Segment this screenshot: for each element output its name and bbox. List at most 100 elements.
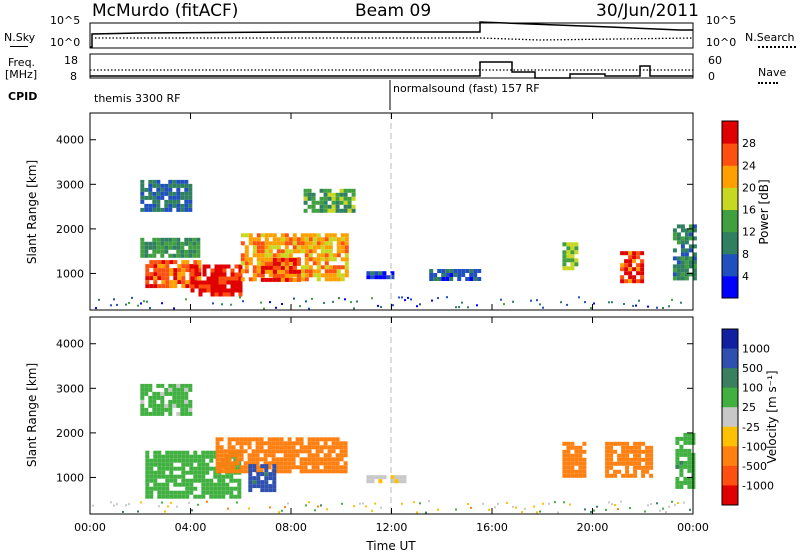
scatter-cell [230, 284, 235, 289]
scatter-cell [218, 264, 223, 269]
scatter-cell [149, 276, 154, 281]
scatter-cell [156, 179, 161, 184]
ground-scatter-dot [611, 503, 613, 506]
scatter-cell [578, 469, 583, 474]
scatter-cell [140, 407, 145, 412]
scatter-cell [153, 470, 158, 475]
scatter-cell [283, 453, 288, 458]
ground-scatter-dot [437, 297, 439, 300]
noise-right-tick-top: 10^5 [706, 14, 737, 27]
scatter-cell [272, 273, 277, 278]
scatter-cell [157, 482, 162, 487]
scatter-cell [276, 277, 281, 282]
scatter-cell [202, 268, 207, 273]
scatter-cell [344, 269, 349, 274]
scatter-cell [260, 265, 265, 270]
scatter-cell [185, 284, 190, 289]
scatter-cell [256, 480, 261, 485]
scatter-cell [157, 470, 162, 475]
scatter-cell [264, 476, 269, 481]
scatter-cell [649, 473, 654, 478]
scatter-cell [279, 445, 284, 450]
scatter-cell [280, 261, 285, 266]
scatter-cell [328, 277, 333, 282]
station-title: McMurdo (fitACF) [92, 1, 239, 21]
scatter-cell [148, 403, 153, 408]
scatter-cell [351, 196, 356, 201]
scatter-cell [311, 457, 316, 462]
scatter-cell [144, 207, 149, 212]
scatter-cell [609, 465, 614, 470]
scatter-cell [327, 208, 332, 213]
ground-scatter-dot [371, 297, 373, 300]
scatter-cell [641, 449, 646, 454]
scatter-cell [235, 461, 240, 466]
scatter-cell [255, 461, 260, 466]
x-tick-label: 00:00 [74, 521, 106, 534]
scatter-cell [280, 253, 285, 258]
ground-scatter-dot [539, 510, 541, 513]
scatter-cell [227, 453, 232, 458]
scatter-cell [213, 482, 218, 487]
scatter-cell [628, 255, 633, 260]
scatter-cell [390, 275, 395, 280]
scatter-cell [160, 187, 165, 192]
scatter-cell [570, 242, 575, 247]
scatter-cell [184, 411, 189, 416]
scatter-cell [144, 245, 149, 250]
ground-scatter-dot [656, 306, 658, 309]
scatter-cell [437, 269, 442, 273]
scatter-cell [173, 482, 178, 487]
scatter-cell [276, 257, 281, 262]
scatter-cell [570, 258, 575, 263]
freq-tick-top: 18 [64, 54, 78, 67]
scatter-cell [641, 473, 646, 478]
scatter-cell [605, 465, 610, 470]
scatter-cell [229, 474, 234, 479]
scatter-cell [268, 245, 273, 250]
scatter-cell [308, 233, 313, 238]
scatter-cell [280, 269, 285, 274]
ground-scatter-dot [476, 304, 478, 307]
scatter-cell [582, 449, 587, 454]
scatter-cell [344, 273, 349, 278]
scatter-cell [201, 494, 206, 499]
scatter-cell [633, 469, 638, 474]
scatter-cell [370, 271, 375, 276]
scatter-cell [676, 268, 681, 273]
scatter-cell [304, 233, 309, 238]
scatter-cell [209, 494, 214, 499]
scatter-cell [429, 269, 434, 273]
scatter-cell [680, 276, 685, 281]
scatter-cell [219, 465, 224, 470]
scatter-cell [280, 241, 285, 246]
scatter-cell [256, 253, 261, 258]
scatter-cell [263, 457, 268, 462]
scatter-cell [238, 264, 243, 269]
scatter-cell [692, 256, 697, 261]
scatter-cell [168, 207, 173, 212]
scatter-cell [218, 272, 223, 277]
ground-scatter-dot [521, 511, 523, 514]
scatter-cell [299, 465, 304, 470]
scatter-cell [275, 461, 280, 466]
ground-scatter-dot [515, 506, 517, 509]
ground-scatter-dot [164, 510, 166, 513]
scatter-cell [457, 277, 462, 281]
scatter-cell [284, 237, 289, 242]
power-y-label: Slant Range [km] [25, 160, 39, 264]
power-colorbar-segment [722, 187, 738, 210]
scatter-cell [332, 257, 337, 262]
scatter-cell [181, 466, 186, 471]
ground-scatter-dot [590, 307, 592, 310]
scatter-cell [215, 453, 220, 458]
scatter-cell [620, 251, 625, 256]
scatter-cell [145, 268, 150, 273]
scatter-cell [335, 453, 340, 458]
scatter-cell [272, 476, 277, 481]
scatter-cell [578, 453, 583, 458]
scatter-cell [233, 486, 238, 491]
scatter-cell [152, 411, 157, 416]
scatter-cell [231, 445, 236, 450]
scatter-cell [684, 252, 689, 257]
